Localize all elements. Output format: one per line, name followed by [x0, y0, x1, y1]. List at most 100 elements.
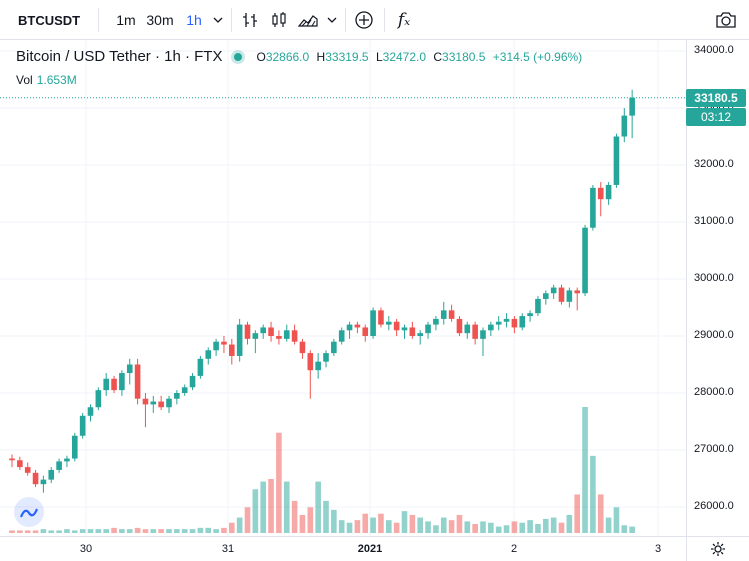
volume-bar	[527, 520, 533, 533]
candle-body	[87, 407, 94, 416]
candle-body	[56, 461, 62, 470]
volume-bar	[95, 529, 102, 533]
candle-body	[472, 324, 478, 339]
tradingview-logo-icon[interactable]	[14, 497, 44, 527]
area-style-icon[interactable]	[294, 0, 322, 40]
timeframe-30m-button[interactable]: 30m	[146, 12, 174, 28]
volume-bar	[283, 481, 290, 533]
candle-body	[582, 227, 588, 294]
volume-bar	[79, 529, 86, 533]
candle-body	[95, 390, 102, 408]
volume-bar	[197, 527, 204, 533]
time-tick: 30	[79, 543, 93, 555]
volume-bar	[32, 530, 39, 533]
candle-body	[150, 401, 157, 405]
volume-bar	[213, 529, 219, 533]
top-toolbar: BTCUSDT 1m 30m 1h fₓ	[0, 0, 749, 40]
price-chart[interactable]	[0, 40, 686, 536]
candle-body	[338, 330, 345, 342]
candle-body	[605, 184, 612, 200]
camera-snapshot-icon[interactable]	[712, 0, 740, 40]
candle-body	[17, 460, 23, 468]
volume-bar	[354, 520, 361, 533]
toolbar-divider	[384, 8, 385, 32]
candle-body	[9, 458, 15, 461]
candle-body	[158, 401, 164, 408]
last-price-tag: 33180.5	[686, 89, 746, 107]
volume-bar	[48, 530, 55, 533]
candle-body	[111, 378, 117, 391]
candle-body	[401, 327, 408, 331]
volume-bar	[150, 529, 157, 533]
volume-bar	[440, 517, 447, 533]
volume-bar	[158, 529, 164, 533]
volume-bar	[331, 509, 337, 533]
candle-body	[291, 330, 298, 342]
timeframe-dropdown-chevron-icon[interactable]	[208, 0, 228, 40]
chart-style-chevron-icon[interactable]	[322, 0, 342, 40]
chart-legend: Bitcoin / USD Tether · 1h · FTX O32866.0…	[16, 48, 582, 65]
volume-bar	[276, 432, 282, 533]
volume-bar	[629, 526, 635, 533]
open-value: 32866.0	[265, 49, 310, 64]
candle-body	[64, 458, 70, 462]
volume-bar	[590, 455, 596, 533]
volume-bar	[519, 522, 526, 533]
candle-body	[495, 321, 502, 325]
volume-bar	[134, 527, 141, 533]
change-value: +314.5 (+0.96%)	[492, 49, 583, 64]
chart-pane[interactable]	[0, 40, 686, 536]
volume-bar	[550, 517, 557, 533]
volume-bar	[370, 517, 376, 533]
candle-body	[566, 290, 573, 302]
candle-body	[433, 318, 439, 325]
candle-body	[197, 358, 204, 376]
volume-bar	[181, 529, 188, 533]
indicators-fx-button[interactable]: fₓ	[397, 10, 411, 30]
volume-bar	[24, 530, 31, 533]
candle-body	[590, 187, 596, 228]
time-tick: 2	[510, 543, 518, 555]
candles-style-icon[interactable]	[265, 0, 293, 40]
volume-bar	[9, 530, 15, 533]
candle-body	[32, 472, 39, 485]
volume-bar	[472, 524, 478, 533]
volume-bar	[605, 517, 612, 533]
volume-bar	[315, 481, 321, 533]
candle-body	[629, 97, 635, 116]
volume-bar	[574, 494, 580, 533]
candle-body	[331, 341, 337, 354]
volume-bar	[103, 529, 109, 533]
timeframe-1h-button[interactable]: 1h	[186, 12, 202, 28]
chart-settings-gear-icon[interactable]	[686, 536, 749, 561]
symbol-title: Bitcoin / USD Tether · 1h · FTX	[16, 48, 223, 65]
toolbar-divider	[98, 8, 99, 32]
candle-body	[613, 136, 620, 185]
volume-bar	[511, 521, 518, 533]
candle-body	[597, 187, 604, 200]
symbol-search-button[interactable]: BTCUSDT	[18, 12, 81, 28]
low-value: 32472.0	[382, 49, 427, 64]
bar-countdown-tag: 03:12	[686, 108, 746, 126]
candle-body	[417, 333, 423, 336]
volume-bar	[346, 522, 353, 533]
price-tick: 29000.0	[694, 329, 734, 341]
time-tick: 3	[654, 543, 662, 555]
volume-bar	[464, 521, 471, 533]
candle-body	[425, 324, 431, 334]
candle-body	[181, 387, 188, 393]
volume-label: Vol	[16, 73, 33, 87]
candle-body	[166, 398, 172, 408]
volume-value: 1.653M	[36, 73, 77, 87]
candle-body	[378, 310, 384, 325]
time-tick: 2021	[357, 543, 383, 555]
bars-style-icon[interactable]	[236, 0, 264, 40]
candle-body	[268, 327, 274, 336]
time-axis[interactable]	[0, 536, 686, 561]
price-tick: 32000.0	[694, 158, 734, 170]
timeframe-1m-button[interactable]: 1m	[116, 12, 136, 28]
volume-bar	[244, 507, 251, 533]
compare-add-icon[interactable]	[350, 0, 378, 40]
candle-body	[236, 324, 243, 356]
price-axis[interactable]	[686, 40, 749, 536]
